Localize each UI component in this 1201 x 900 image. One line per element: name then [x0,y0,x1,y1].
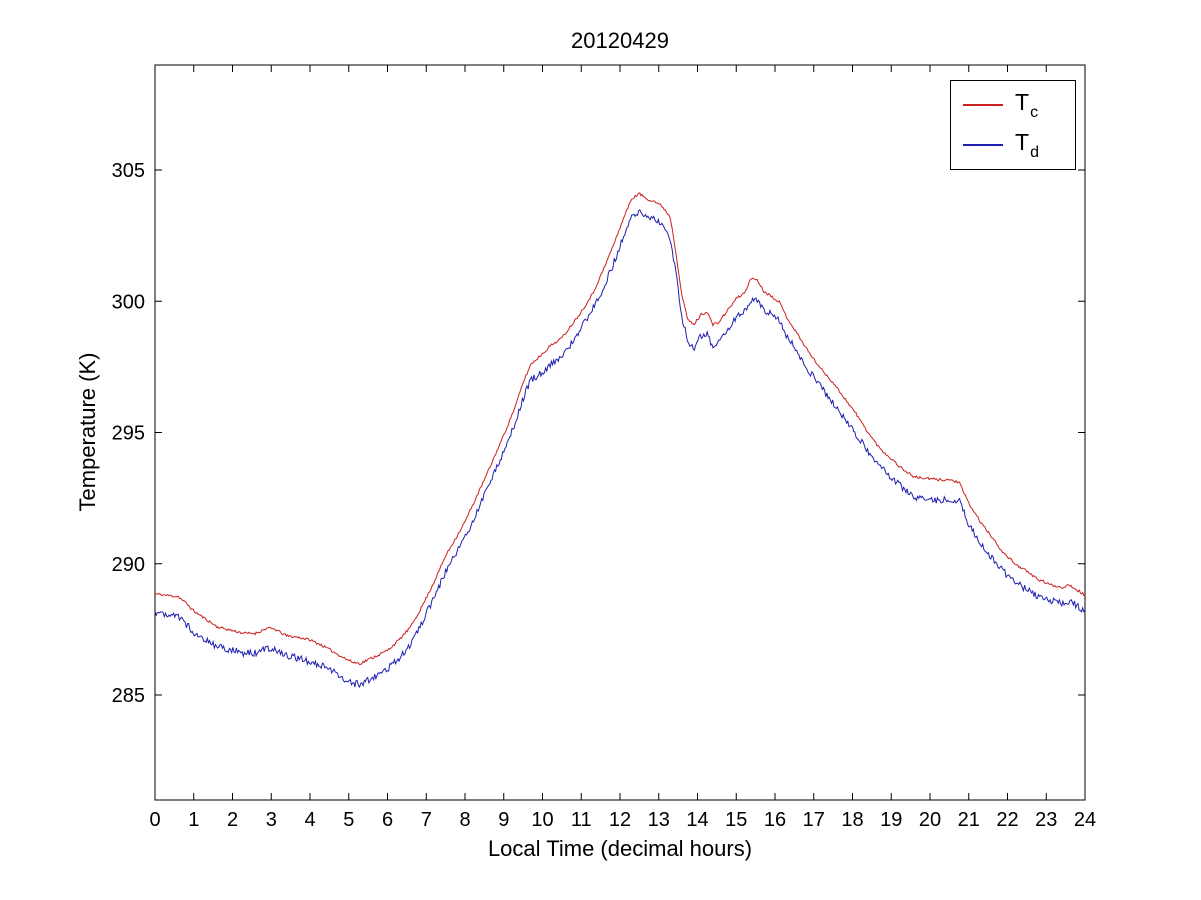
y-tick-label: 285 [112,685,145,707]
y-tick-label: 305 [112,160,145,182]
x-tick-label: 16 [764,809,786,831]
legend: Tc Td [950,80,1076,170]
x-axis-label: Local Time (decimal hours) [487,836,753,861]
series-line-Tc [154,192,1086,666]
y-tick-label: 290 [112,554,145,576]
x-tick-label: 11 [571,809,592,831]
x-tick-label: 13 [648,809,670,831]
x-tick-label: 19 [880,809,902,831]
x-tick-label: 15 [725,809,747,831]
x-tick-label: 4 [304,809,315,831]
x-tick-label: 10 [531,809,553,831]
x-tick-label: 20 [919,809,941,831]
series-line-Td [154,208,1086,689]
y-tick-label: 300 [112,291,145,313]
legend-entry-Td: Td [951,125,1075,165]
x-tick-label: 3 [266,809,277,831]
x-tick-label: 23 [1035,809,1057,831]
chart-title: 20120429 [571,28,669,53]
axes-frame [154,64,1086,801]
legend-entry-Tc: Tc [951,85,1075,125]
x-tick-label: 18 [841,809,863,831]
x-tick-label: 24 [1074,809,1096,831]
x-tick-label: 5 [343,809,354,831]
x-tick-label: 6 [382,809,393,831]
x-tick-label: 9 [498,809,509,831]
y-tick-label: 295 [112,423,145,445]
x-tick-label: 14 [686,809,708,831]
x-tick-label: 8 [459,809,470,831]
y-axis-label: Temperature (K) [75,352,100,512]
x-tick-label: 17 [803,809,825,831]
legend-label: Td [1015,128,1039,162]
x-tick-label: 2 [227,809,238,831]
x-tick-label: 22 [996,809,1018,831]
x-tick-label: 21 [958,809,980,831]
legend-label: Tc [1015,88,1039,122]
x-tick-label: 12 [609,809,631,831]
legend-line-swatch [963,144,1003,146]
x-tick-label: 0 [149,809,160,831]
x-tick-label: 7 [421,809,432,831]
x-tick-label: 1 [188,809,199,831]
legend-line-swatch [963,104,1003,106]
